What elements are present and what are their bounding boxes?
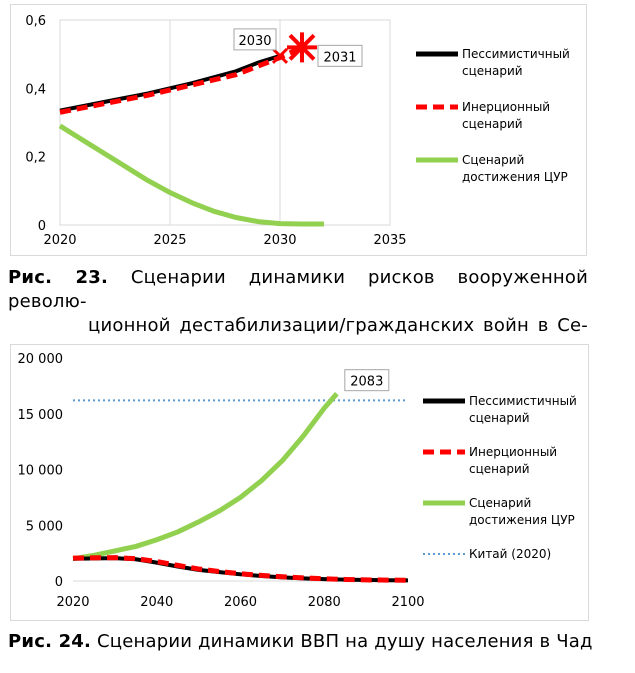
marker-star-2031 [287,32,317,63]
legend-label-2-2-a: Сценарий [469,496,531,510]
callout-label-2030: 2030 [238,34,271,49]
y-tick-label-2-1: 5 000 [26,519,63,534]
series-line-2-1 [72,555,409,583]
y-tick-label-1-2: 0,4 [25,82,46,97]
chart-2-panel: 2020 2040 2060 2080 2100 0 5 000 10 000 15 000 20… [10,344,589,621]
marker-x-2030 [271,47,289,64]
legend-label-2-1-a: Инерционный [469,445,557,459]
legend-label-1-0-b: сценарий [462,64,523,78]
chart-1-svg: 2020 2025 2030 2035 0 0,2 0,4 0,6 2030 2031 Пессим… [25,14,570,248]
series-line-2-2 [72,392,339,562]
chart-2-svg: 2020 2040 2060 2080 2100 0 5 000 10 000 15 000 20… [18,352,577,610]
legend-label-1-0-a: Пессимистичный [462,47,570,61]
chart-1-panel: 2020 2025 2030 2035 0 0,2 0,4 0,6 2030 2031 Пессим… [10,4,587,256]
y-tick-label-1-0: 0 [38,219,46,234]
x-tick-label-2-1: 2040 [140,595,173,610]
x-tick-label-1-0: 2020 [43,233,76,248]
series-line-1-2 [58,123,324,227]
y-tick-label-2-3: 15 000 [18,408,64,423]
caption-1-text-1: Сценарии динамики рисков вооруженной рев… [8,267,588,312]
x-tick-label-2-4: 2100 [391,595,424,610]
legend-label-2-0-a: Пессимистичный [469,394,577,408]
x-tick-label-2-2: 2060 [224,595,257,610]
x-tick-label-2-3: 2080 [308,595,341,610]
legend-label-2-1-b: сценарий [469,462,530,476]
legend-label-2-3: Китай (2020) [469,547,551,561]
series-line-2-0 [72,556,409,583]
series-line-1-0 [59,53,281,113]
x-tick-label-1-3: 2035 [373,233,406,248]
x-tick-label-2-0: 2020 [56,595,89,610]
y-tick-label-2-2: 10 000 [18,464,64,479]
callout-box-2031 [317,44,363,67]
callout-label-2083: 2083 [350,375,383,390]
caption-2-label: Рис. 24. [8,631,92,652]
legend-label-1-2-b: достижения ЦУР [462,170,568,184]
legend-label-1-2-a: Сценарий [462,153,524,167]
callout-box-2083 [344,369,390,392]
callout-label-2031: 2031 [323,50,356,65]
y-tick-label-2-0: 0 [55,575,63,590]
y-tick-label-1-1: 0,2 [25,151,46,166]
caption-1-line-2: ционной дестабилизации/гражданских войн … [88,315,588,336]
legend-label-1-1-a: Инерционный [462,100,550,114]
x-tick-label-1-1: 2025 [153,233,186,248]
legend-label-1-1-b: сценарий [462,117,523,131]
x-tick-label-1-2: 2030 [263,233,296,248]
legend-label-2-0-b: сценарий [469,411,530,425]
caption-1-line-1: Рис. 23. Сценарии динамики рисков вооруж… [8,266,588,314]
y-tick-label-2-4: 20 000 [18,352,64,367]
caption-1-label: Рис. 23. [8,267,108,288]
caption-2-text: Сценарии динамики ВВП на душу населения … [97,631,593,652]
figure-24-caption: Рис. 24. Сценарии динамики ВВП на душу н… [8,630,608,654]
y-tick-label-1-3: 0,6 [25,14,46,29]
legend-label-2-2-b: достижения ЦУР [469,513,575,527]
callout-box-2030 [233,28,277,51]
